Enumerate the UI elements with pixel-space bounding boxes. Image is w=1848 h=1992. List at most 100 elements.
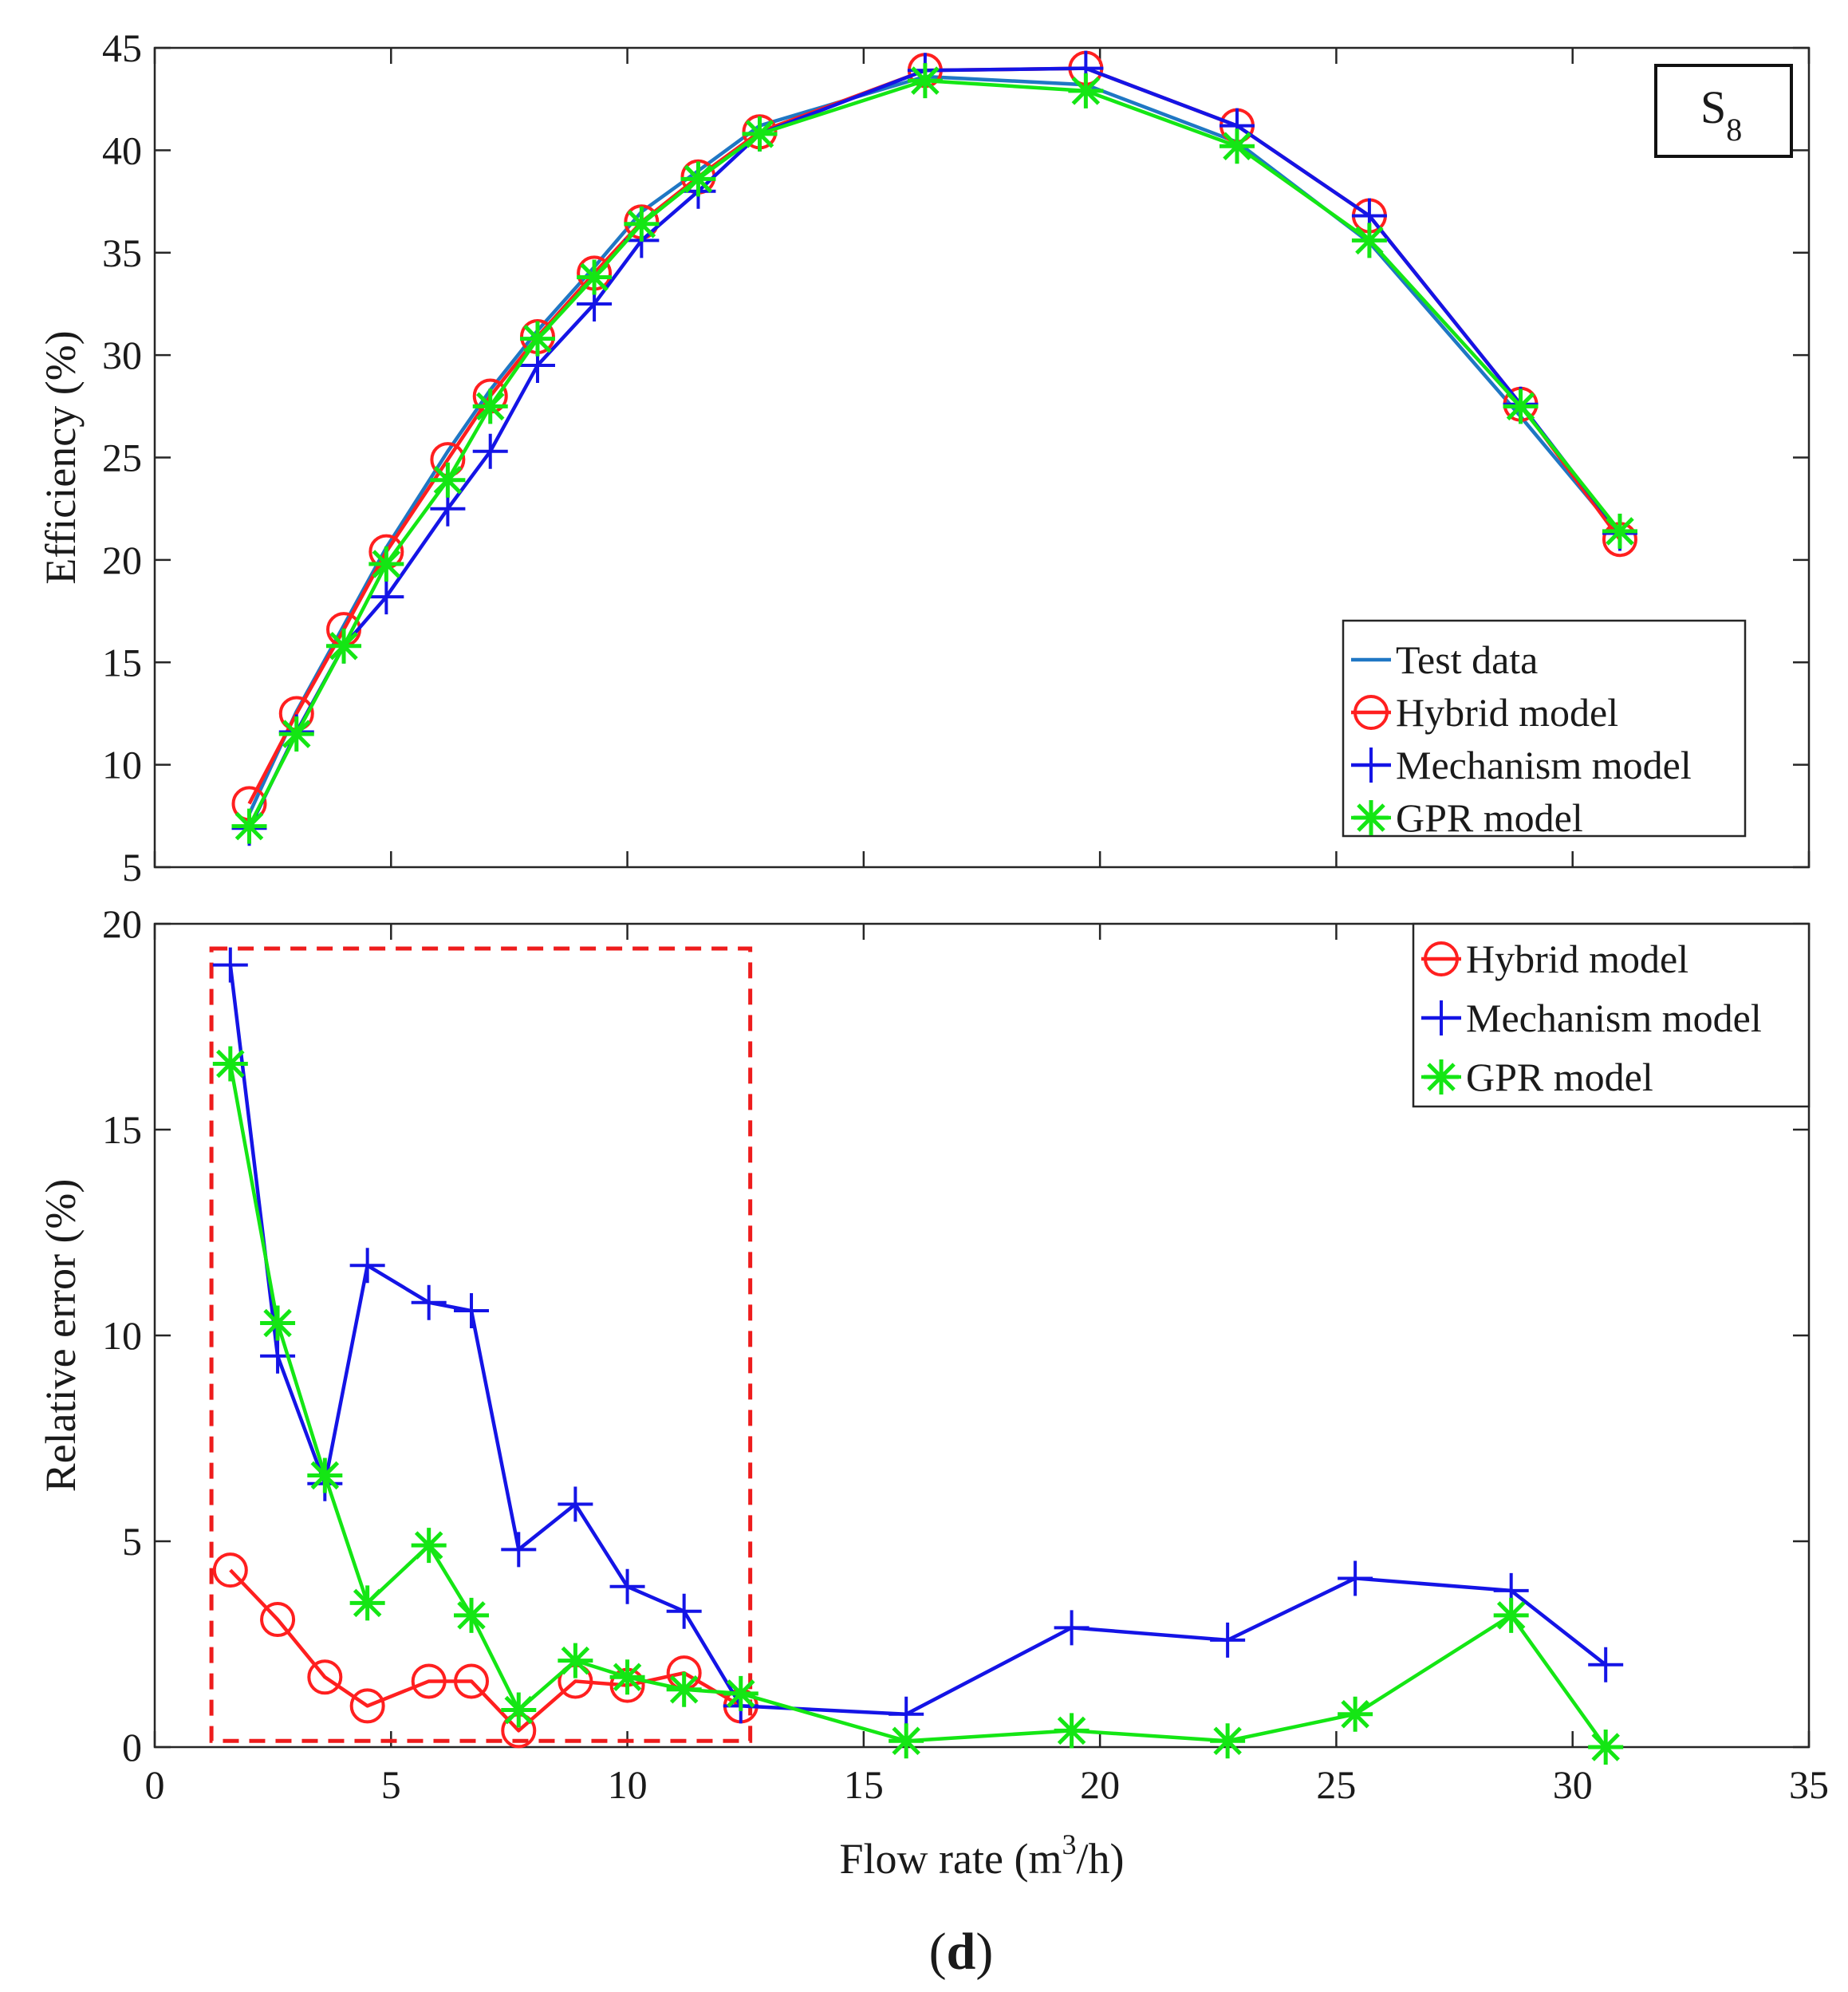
data-point [666,1671,702,1707]
data-point [349,1688,385,1724]
data-point [501,1532,537,1568]
data-point [411,1663,447,1699]
legend-label: GPR model [1396,795,1583,840]
y-tick-label: 45 [102,26,142,70]
data-point [1210,1622,1246,1658]
x-tick-label: 15 [844,1762,884,1807]
data-point [212,1552,248,1588]
annotation-frame [1654,64,1793,158]
data-point [307,1659,343,1695]
data-point [260,1602,296,1638]
x-tick-label: 35 [1789,1762,1829,1807]
data-point [454,1663,490,1699]
legend-swatch-marker [1353,747,1389,783]
legend-label: Mechanism model [1466,996,1762,1040]
data-point [1503,389,1539,424]
data-point [1588,1647,1624,1682]
y-tick-label: 5 [122,1519,142,1564]
data-point [609,1659,645,1695]
data-point [907,63,943,99]
legend-entry: Mechanism model [1421,996,1762,1040]
data-point [212,947,248,983]
y-tick-label: 5 [122,845,142,889]
data-point [260,1305,296,1341]
x-axis-label-sup: 3 [1062,1828,1076,1860]
y-tick-label: 20 [102,901,142,946]
x-axis-label: Flow rate (m3/h) [840,1828,1125,1883]
data-point [454,1597,490,1633]
legend-entry: Test data [1351,637,1538,682]
data-point [1054,1610,1089,1646]
y-tick-label: 35 [102,231,142,275]
data-point [889,1723,924,1759]
legend-swatch-marker [1424,1059,1459,1095]
data-point [723,1675,759,1711]
x-tick-label: 10 [608,1762,648,1807]
data-point [1588,1730,1624,1765]
legend-entry: Hybrid model [1421,937,1688,981]
caption-close: ) [975,1923,993,1981]
data-point [680,161,716,197]
chart-panel-2: 0 5 10 15 20 25 30 35 0 5 10 15 20 Relative error (%)… [37,901,1829,1883]
highlight-region [209,946,753,1743]
data-point [519,321,555,357]
y-tick-label: 40 [102,128,142,172]
annotation-label: S8 [1700,81,1742,148]
data-point [1602,513,1637,549]
legend-entry: Hybrid model [1351,690,1618,735]
axis-ticks: 5 10 15 20 25 30 35 40 45 [102,26,1811,889]
legend-swatch-marker [1353,695,1389,730]
y-tick-label: 25 [102,436,142,480]
series-gpr-model [212,1046,1624,1765]
legend-label: Test data [1396,637,1538,682]
data-point [411,1284,447,1320]
data-point [472,433,508,469]
data-point [1493,1597,1529,1633]
caption-open: ( [929,1923,947,1981]
data-point [278,716,314,752]
data-point [212,1046,248,1082]
data-point [1068,73,1104,108]
data-point [472,389,508,424]
legend-entry: GPR model [1421,1055,1653,1099]
series-gpr-model [231,63,1637,844]
data-point [742,116,778,152]
data-point [558,1643,593,1678]
legend-swatch-marker [1424,941,1459,976]
annotation-main: S [1700,81,1726,133]
legend-label: GPR model [1466,1055,1653,1099]
legend-swatch-marker [1353,800,1389,835]
data-point [1219,128,1255,164]
y-axis-label: Efficiency (%) [37,330,85,584]
data-point [1338,1696,1373,1732]
y-tick-label: 0 [122,1725,142,1769]
data-point [411,1528,447,1564]
legend: Test data Hybrid model Mechanism model GPR … [1342,619,1747,840]
y-tick-label: 15 [102,640,142,684]
data-point [577,259,613,295]
y-tick-label: 10 [102,1313,142,1358]
data-point [1351,223,1387,258]
legend-frame [1342,619,1747,838]
x-tick-label: 0 [145,1762,165,1807]
y-tick-label: 20 [102,538,142,582]
legend-label: Hybrid model [1396,690,1618,735]
x-axis-label-main: Flow rate (m [840,1835,1062,1883]
annotation-box: S8 [1654,64,1793,158]
legend-entry: Mechanism model [1351,743,1692,787]
x-axis-label-tail: /h) [1076,1835,1124,1883]
data-point [430,462,466,498]
data-point [609,1568,645,1604]
data-point [307,1458,343,1493]
data-point [454,1293,490,1329]
x-tick-label: 5 [381,1762,401,1807]
legend-label: Mechanism model [1396,743,1692,787]
chart-panel-1: 5 10 15 20 25 30 35 40 45 Efficiency (%) S8 Test da… [37,26,1811,889]
data-point [231,808,267,844]
y-tick-label: 30 [102,333,142,377]
data-point [1054,1713,1089,1749]
legend-entry: GPR model [1351,795,1583,840]
y-tick-label: 10 [102,743,142,787]
data-point [624,206,660,242]
